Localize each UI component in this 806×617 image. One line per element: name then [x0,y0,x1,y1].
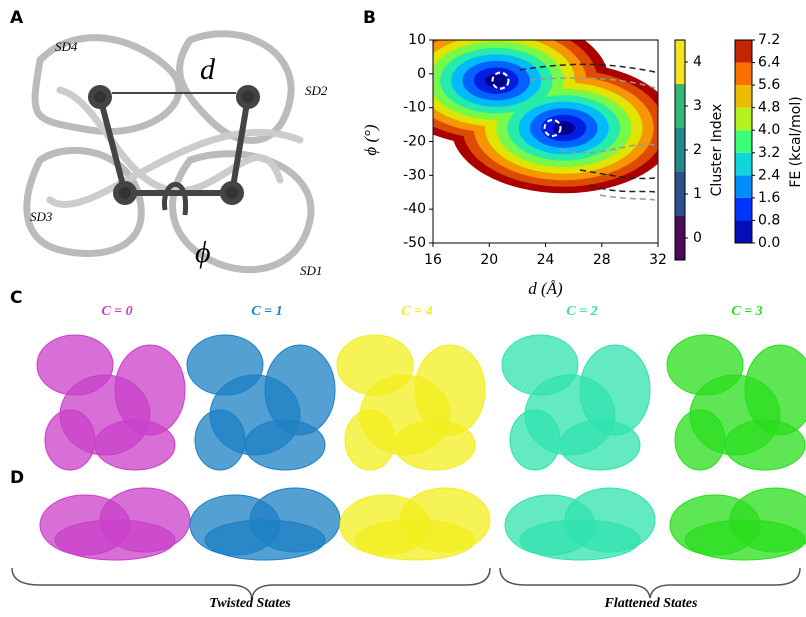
structure-top-view [667,335,806,470]
x-tick-label: 16 [424,252,442,268]
colorbar-band [735,220,752,243]
colorbar-tick-label: 6.4 [758,55,780,71]
colorbar-band [675,40,685,84]
colorbar-label: Cluster Index [709,104,725,197]
y-tick-label: -30 [403,167,426,183]
structure-label: C = 3 [731,304,762,319]
y-tick-label: -20 [403,134,426,150]
structure-blob [510,410,560,470]
contour-level [485,74,508,88]
structure-blob [725,420,805,470]
colorbar-tick-label: 1.6 [758,190,780,206]
colorbar-band [675,216,685,260]
structure-top-view [187,335,335,470]
structure-blob [685,520,805,560]
brace-twisted [12,568,490,598]
subdomain-label: SD2 [305,83,328,98]
panel-label: B [363,8,376,28]
colorbar-band [735,153,752,176]
colorbar-tick-label: 2.4 [758,167,780,183]
y-tick-label: 10 [408,32,426,48]
y-tick-label: -10 [403,100,426,116]
structure-top-view [37,335,185,470]
y-tick-label: 0 [417,66,426,82]
y-axis-label: ϕ (°) [361,124,380,156]
colorbar-tick-label: 3 [693,98,702,114]
structure-blob [345,410,395,470]
colorbar-band [735,175,752,198]
figure: ABCDSD4SD2SD3SD1dϕ 1620242832-50-40-30-2… [0,0,806,613]
colorbar-tick-label: 4.0 [758,122,780,138]
colorbar-tick-label: 4.8 [758,100,780,116]
colorbar-band [735,130,752,153]
structure-top-view [337,335,485,470]
panel-label: A [10,8,24,28]
y-tick-label: -50 [403,235,426,251]
colorbar-tick-label: 7.2 [758,32,780,48]
colorbar-tick-label: 0.8 [758,212,780,228]
colorbar-band [675,172,685,216]
protein-cartoon [27,34,311,270]
colorbar-band [675,128,685,172]
colorbar-tick-label: 0 [693,230,702,246]
colorbar-band [735,108,752,131]
angle-label: ϕ [195,236,211,269]
y-tick-label: -40 [403,201,426,217]
colorbar-tick-label: 2 [693,142,702,158]
structure-blob [245,420,325,470]
structure-blob [205,520,325,560]
x-tick-label: 24 [537,252,555,268]
structure-side-view [340,488,490,560]
structure-blob [355,520,475,560]
x-tick-label: 32 [649,252,667,268]
colorbar-tick-label: 3.2 [758,145,780,161]
structure-label: C = 4 [401,304,432,319]
group-label: Twisted States [209,596,291,611]
structure-side-view [190,488,340,560]
structure-side-view [670,488,806,560]
structure-side-view [40,488,190,560]
structure-blob [675,410,725,470]
structure-top-view [502,335,650,470]
structure-label: C = 2 [566,304,597,319]
panel-label: D [10,468,24,488]
colorbar-label: FE (kcal/mol) [788,96,804,187]
distance-label: d [200,53,216,86]
subdomain-label: SD1 [300,263,322,278]
group-label: Flattened States [604,596,699,611]
colorbar-tick-label: 1 [693,186,702,202]
structure-blob [95,420,175,470]
colorbar-tick-label: 5.6 [758,77,780,93]
colorbar-tick-label: 4 [693,54,702,70]
panel-label: C [10,288,22,308]
structure-blob [560,420,640,470]
structure-blob [55,520,175,560]
subdomain-label: SD4 [55,39,78,54]
structure-blob [395,420,475,470]
colorbar-band [675,84,685,128]
x-tick-label: 20 [480,252,498,268]
colorbar-band [735,198,752,221]
x-tick-label: 28 [593,252,611,268]
x-axis-label: d (Å) [528,279,563,298]
structure-side-view [505,488,655,560]
structure-label: C = 1 [251,304,282,319]
colorbar-band [735,63,752,86]
structure-blob [520,520,640,560]
colorbar-band [735,40,752,63]
subdomain-label: SD3 [30,209,53,224]
brace-flattened [500,568,800,598]
colorbar-band [735,85,752,108]
structure-blob [45,410,95,470]
structure-blob [195,410,245,470]
structure-label: C = 0 [101,304,132,319]
colorbar-tick-label: 0.0 [758,235,780,251]
contour-map [384,15,677,193]
contour-level [553,121,576,135]
